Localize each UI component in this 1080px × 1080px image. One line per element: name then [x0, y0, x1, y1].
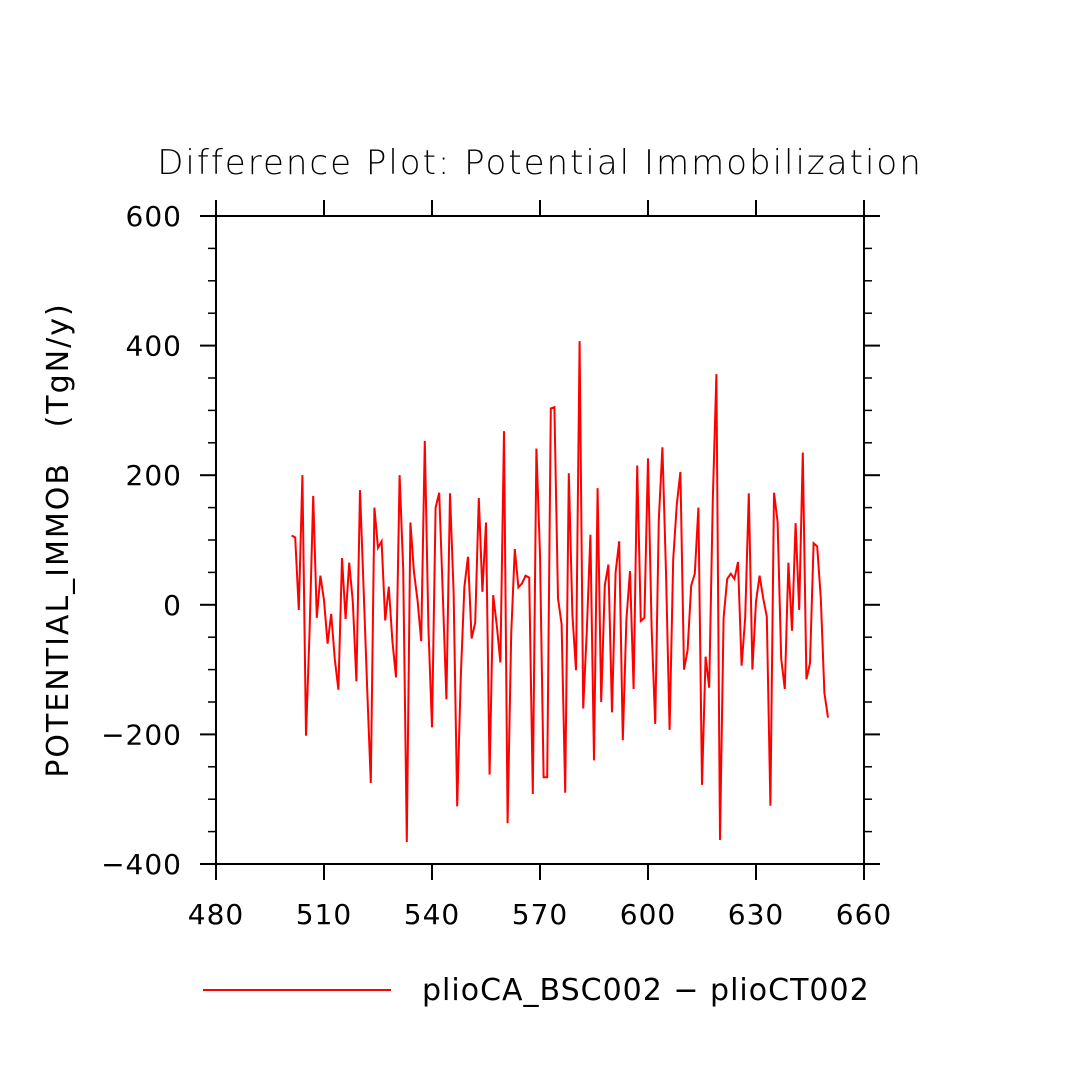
x-tick-labels: 480 510 540 570 600 630 660 — [188, 898, 892, 931]
y-tick-label: 600 — [126, 200, 182, 233]
y-tick-label: −200 — [101, 718, 182, 751]
legend: plioCA_BSC002 − plioCT002 — [203, 973, 870, 1008]
series-line — [291, 341, 829, 843]
x-tick-label: 570 — [512, 898, 568, 931]
y-tick-label: −400 — [101, 848, 182, 881]
x-tick-label: 630 — [728, 898, 784, 931]
y-tick-label: 0 — [163, 589, 182, 622]
y-tick-label: 400 — [126, 330, 182, 363]
y-axis-label: POTENTIAL_IMMOB (TgN/y) — [41, 302, 76, 777]
x-tick-label: 480 — [188, 898, 244, 931]
x-tick-label: 660 — [836, 898, 892, 931]
chart-title: Difference Plot: Potential Immobilizatio… — [157, 143, 923, 183]
y-tick-label: 200 — [126, 459, 182, 492]
legend-label: plioCA_BSC002 − plioCT002 — [422, 973, 870, 1008]
x-tick-label: 540 — [404, 898, 460, 931]
y-tick-labels: −400 −200 0 200 400 600 — [101, 200, 182, 881]
axis-ticks — [200, 200, 880, 880]
x-tick-label: 600 — [620, 898, 676, 931]
x-tick-label: 510 — [296, 898, 352, 931]
